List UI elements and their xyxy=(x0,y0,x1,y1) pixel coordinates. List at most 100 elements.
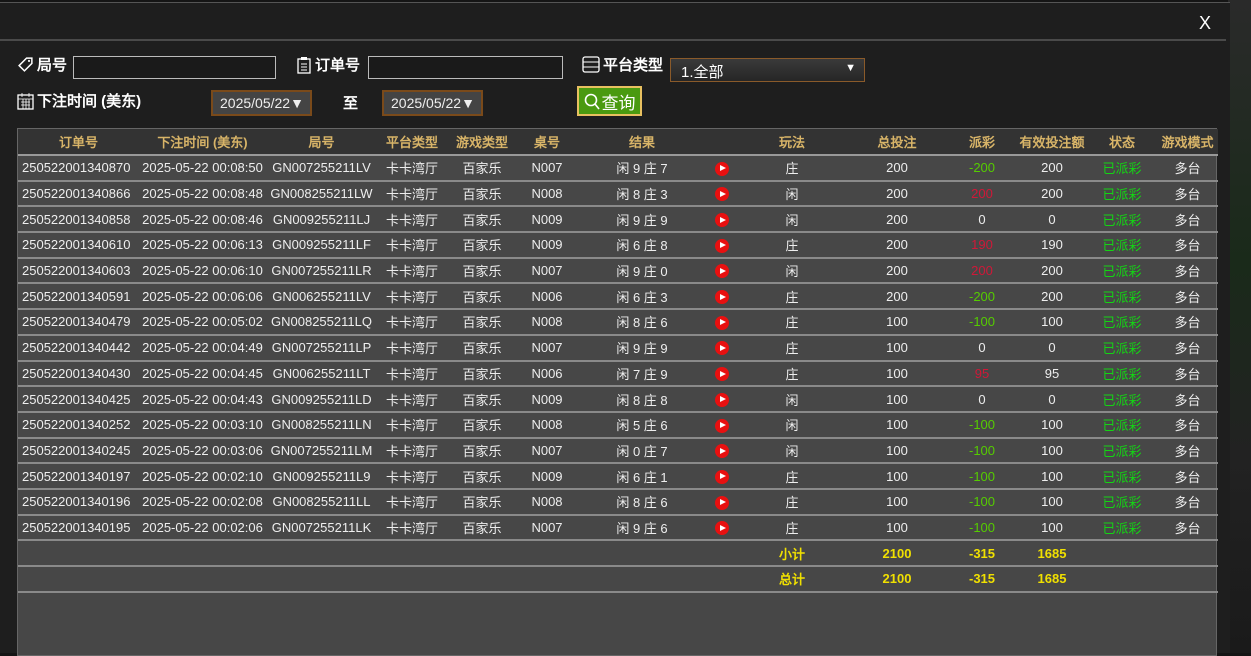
table-cell: 闲 8 庄 8 xyxy=(577,386,707,413)
play-replay-icon[interactable] xyxy=(715,187,729,202)
table-cell: 庄 xyxy=(737,360,847,388)
column-header: 订单号 xyxy=(18,129,139,156)
table-cell xyxy=(517,566,577,593)
table-cell: GN007255211LM xyxy=(266,437,377,465)
table-cell: GN009255211LD xyxy=(266,386,377,413)
table-cell: -315 xyxy=(947,566,1017,593)
table-cell: GN009255211L9 xyxy=(266,463,377,490)
table-cell xyxy=(266,540,377,567)
table-cell: 2025-05-22 00:04:45 xyxy=(139,360,266,388)
table-cell: N009 xyxy=(517,232,577,259)
query-button[interactable]: 查询 xyxy=(577,86,642,116)
table-cell: 闲 8 庄 3 xyxy=(577,180,707,208)
table-cell xyxy=(707,540,737,567)
table-cell: 100 xyxy=(1017,437,1087,465)
play-replay-icon[interactable] xyxy=(715,341,729,356)
date-to-picker[interactable]: 2025/05/22▼ xyxy=(382,90,483,116)
play-replay-icon[interactable] xyxy=(715,418,729,433)
table-cell: 95 xyxy=(947,360,1017,388)
calendar-icon xyxy=(17,92,34,110)
table-cell: 100 xyxy=(1017,488,1087,516)
table-cell: 200 xyxy=(847,283,947,311)
date-from-picker[interactable]: 2025/05/22▼ xyxy=(211,90,312,116)
table-row: 250522001340252 2025-05-22 00:03:10 GN0082… xyxy=(18,411,1218,439)
table-row: 250522001340197 2025-05-22 00:02:10 GN0092… xyxy=(18,463,1218,490)
background-game xyxy=(1228,0,1251,653)
table-cell: 2025-05-22 00:03:10 xyxy=(139,411,266,439)
play-replay-icon[interactable] xyxy=(715,264,729,279)
platform-select[interactable]: 1.全部 ▼ xyxy=(670,58,865,82)
table-cell: 100 xyxy=(847,514,947,542)
table-cell: 多台 xyxy=(1157,309,1218,336)
play-replay-icon[interactable] xyxy=(715,161,729,176)
table-cell: 闲 xyxy=(737,180,847,208)
table-cell: 多台 xyxy=(1157,437,1218,465)
table-cell: 百家乐 xyxy=(447,232,517,259)
table-cell: 百家乐 xyxy=(447,283,517,311)
table-cell: 已派彩 xyxy=(1087,309,1157,336)
table-row: 250522001340195 2025-05-22 00:02:06 GN0072… xyxy=(18,514,1218,542)
table-cell: 250522001340430 xyxy=(18,360,139,388)
table-cell: 百家乐 xyxy=(447,206,517,234)
play-replay-icon[interactable] xyxy=(715,213,729,227)
table-cell: 闲 xyxy=(737,386,847,413)
tag-icon xyxy=(18,57,33,72)
table-cell: 200 xyxy=(947,257,1017,285)
table-cell xyxy=(139,540,266,567)
table-cell: 2025-05-22 00:06:10 xyxy=(139,257,266,285)
play-replay-icon[interactable] xyxy=(715,469,729,484)
table-cell xyxy=(707,155,737,182)
table-cell: 闲 0 庄 7 xyxy=(577,437,707,465)
table-cell xyxy=(377,566,447,593)
table-cell: 200 xyxy=(947,180,1017,208)
table-cell: 95 xyxy=(1017,360,1087,388)
play-replay-icon[interactable] xyxy=(715,315,729,330)
table-cell: 百家乐 xyxy=(447,360,517,388)
table-cell: 卡卡湾厅 xyxy=(377,463,447,490)
play-replay-icon[interactable] xyxy=(715,238,729,253)
table-cell xyxy=(447,566,517,593)
table-cell: GN007255211LR xyxy=(266,257,377,285)
table-cell: 庄 xyxy=(737,232,847,259)
table-cell: 250522001340858 xyxy=(18,206,139,234)
column-header xyxy=(707,129,737,156)
table-cell: 190 xyxy=(1017,232,1087,259)
table-cell: 已派彩 xyxy=(1087,386,1157,413)
play-replay-icon[interactable] xyxy=(715,521,729,536)
table-cell: 2025-05-22 00:06:13 xyxy=(139,232,266,259)
table-cell: 百家乐 xyxy=(447,514,517,542)
table-cell: 多台 xyxy=(1157,283,1218,311)
round-input[interactable] xyxy=(73,56,276,79)
table-cell: -100 xyxy=(947,488,1017,516)
table-cell: 200 xyxy=(1017,180,1087,208)
column-header: 局号 xyxy=(266,129,377,156)
table-cell: 100 xyxy=(847,309,947,336)
play-replay-icon[interactable] xyxy=(715,367,729,382)
table-cell xyxy=(707,463,737,490)
table-cell: 200 xyxy=(847,206,947,234)
modal-titlebar: X xyxy=(0,3,1226,41)
table-cell: 多台 xyxy=(1157,206,1218,234)
table-cell: 200 xyxy=(847,155,947,182)
table-cell: 多台 xyxy=(1157,488,1218,516)
table-cell: 250522001340442 xyxy=(18,334,139,362)
column-header: 玩法 xyxy=(737,129,847,156)
close-button[interactable]: X xyxy=(1199,13,1212,33)
table-cell: 200 xyxy=(847,257,947,285)
table-cell: 闲 6 庄 3 xyxy=(577,283,707,311)
round-label: 局号 xyxy=(17,54,67,75)
order-input[interactable] xyxy=(368,56,563,79)
table-cell: 100 xyxy=(847,488,947,516)
table-cell: 闲 8 庄 6 xyxy=(577,309,707,336)
play-replay-icon[interactable] xyxy=(715,290,729,305)
play-replay-icon[interactable] xyxy=(715,392,729,407)
table-cell: 多台 xyxy=(1157,411,1218,439)
play-replay-icon[interactable] xyxy=(715,444,729,459)
table-cell: 已派彩 xyxy=(1087,411,1157,439)
table-cell: 百家乐 xyxy=(447,411,517,439)
table-cell: 已派彩 xyxy=(1087,232,1157,259)
table-cell: 250522001340870 xyxy=(18,155,139,182)
play-replay-icon[interactable] xyxy=(715,495,729,510)
table-cell: 多台 xyxy=(1157,155,1218,182)
table-cell: 2025-05-22 00:02:10 xyxy=(139,463,266,490)
